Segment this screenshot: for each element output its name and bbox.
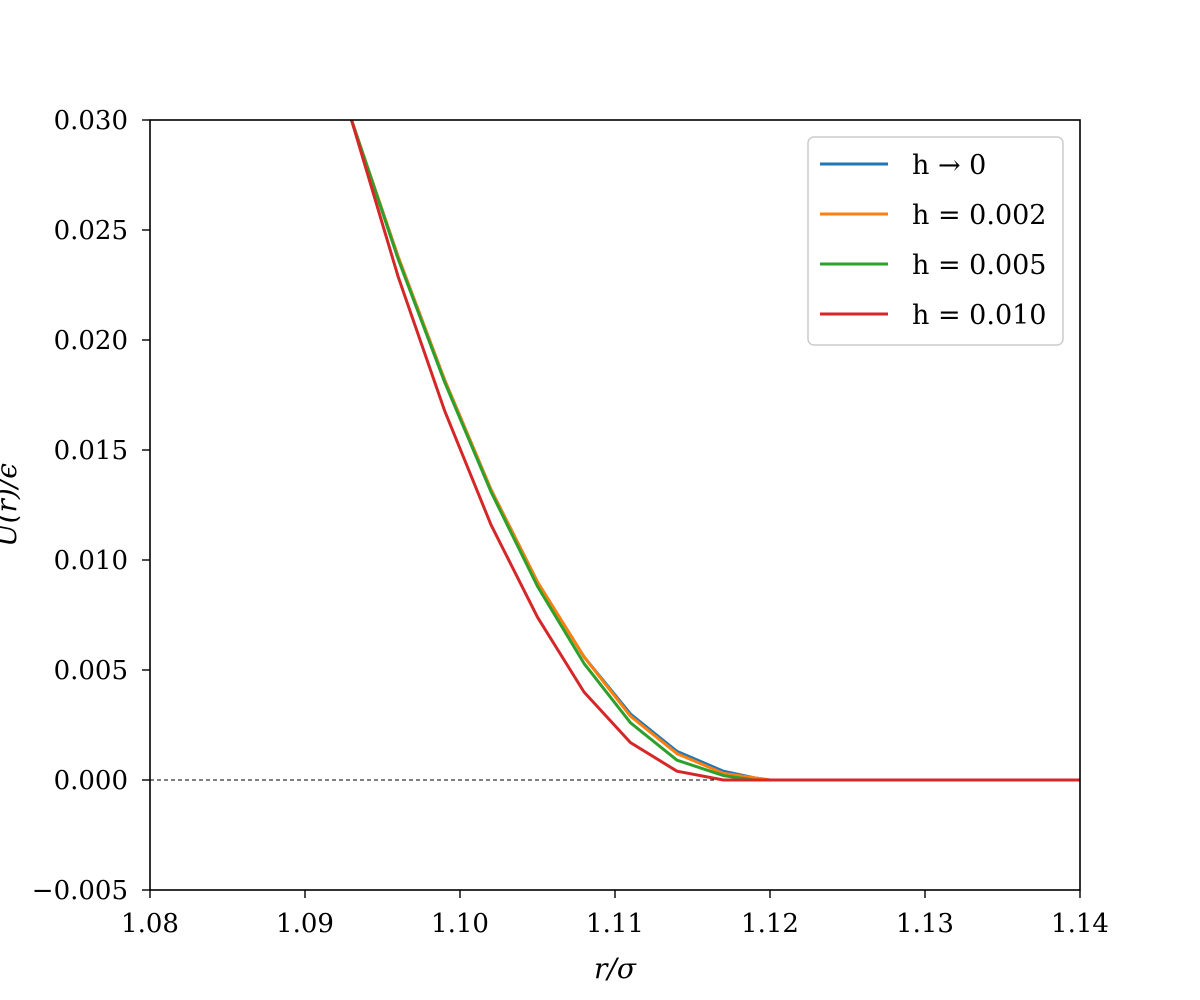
x-tick-label: 1.12: [741, 909, 799, 939]
x-axis: 1.08 1.09 1.10 1.11 1.12 1.13 1.14: [121, 890, 1109, 939]
x-tick-label: 1.09: [276, 909, 334, 939]
y-tick-label: 0.025: [54, 216, 128, 246]
x-tick-label: 1.13: [896, 909, 954, 939]
x-tick-label: 1.10: [431, 909, 489, 939]
y-axis: −0.005 0.000 0.005 0.010 0.015 0.020 0.025 0.03…: [32, 106, 150, 906]
y-tick-label: 0.030: [54, 106, 128, 136]
y-tick-label: 0.000: [54, 766, 128, 796]
y-tick-label: 0.020: [54, 326, 128, 356]
legend-entry-label: h = 0.005: [912, 250, 1046, 281]
y-tick-label: −0.005: [32, 876, 128, 906]
y-tick-label: 0.015: [54, 436, 128, 466]
x-tick-label: 1.08: [121, 909, 179, 939]
y-tick-label: 0.010: [54, 546, 128, 576]
x-tick-label: 1.14: [1051, 909, 1109, 939]
y-tick-label: 0.005: [54, 656, 128, 686]
y-axis-label: U(r)/ϵ: [0, 463, 23, 547]
legend-entry-label: h = 0.010: [912, 300, 1046, 331]
legend: h → 0 h = 0.002 h = 0.005 h = 0.010: [807, 136, 1064, 346]
series-lines: [350, 120, 1080, 782]
legend-entry-label: h → 0: [912, 150, 986, 181]
x-tick-label: 1.11: [586, 909, 644, 939]
x-axis-label: r/σ: [594, 952, 637, 985]
legend-entry-label: h = 0.002: [912, 200, 1046, 231]
series-line-3: [350, 120, 1080, 782]
legend-box: [807, 136, 1064, 346]
